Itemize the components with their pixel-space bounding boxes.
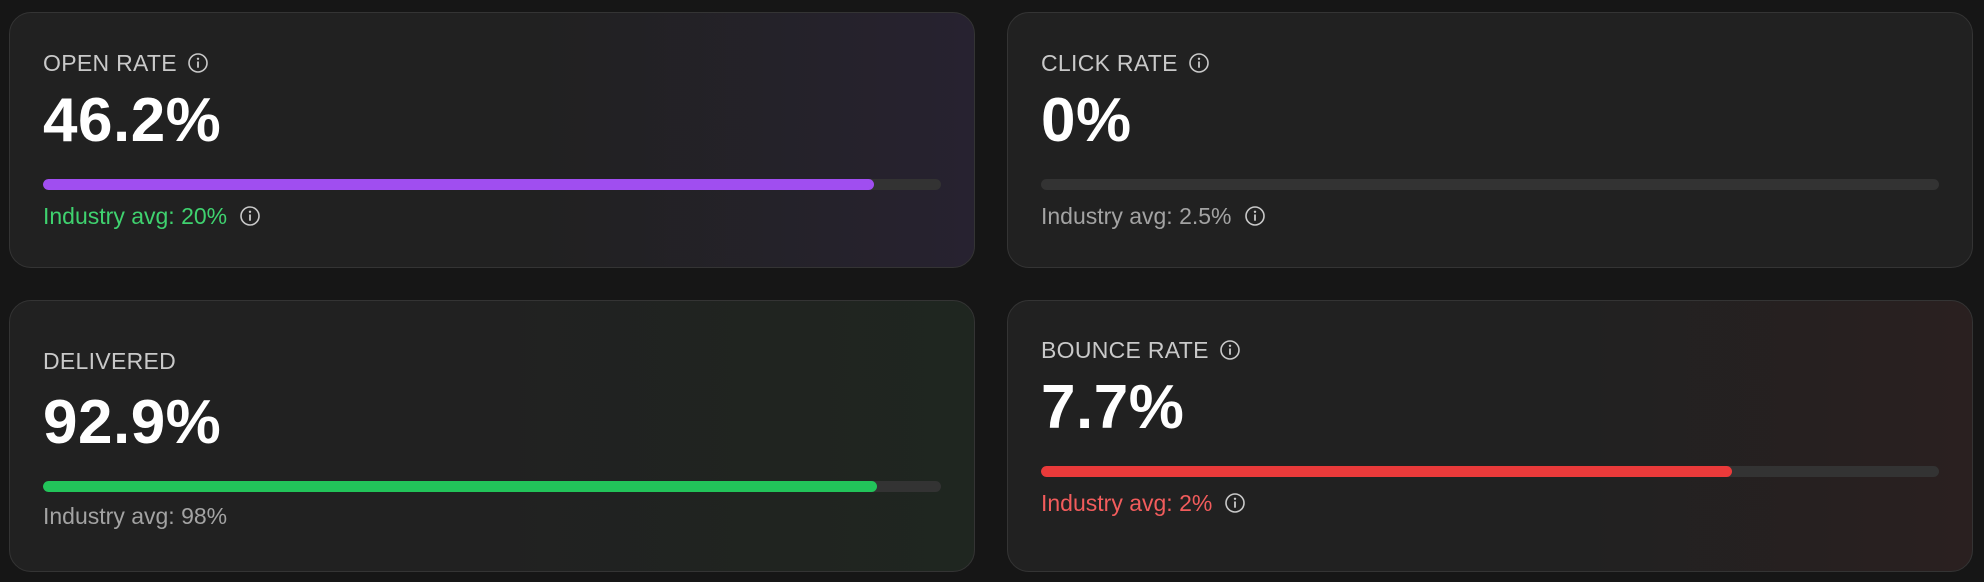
info-icon[interactable]	[1244, 205, 1266, 227]
open-rate-value: 46.2%	[43, 86, 222, 155]
open-rate-progress-fill	[43, 179, 874, 190]
click-rate-card: CLICK RATE 0% Industry avg: 2.5%	[1007, 12, 1973, 268]
click-rate-value: 0%	[1041, 86, 1132, 155]
info-icon[interactable]	[1224, 492, 1246, 514]
delivered-progress-bar	[43, 481, 941, 492]
click-rate-progress-bar	[1041, 179, 1939, 190]
bounce-rate-card: BOUNCE RATE 7.7% Industry avg: 2%	[1007, 300, 1973, 572]
bounce-rate-progress-bar	[1041, 466, 1939, 477]
delivered-industry-avg-text: Industry avg: 98%	[43, 502, 228, 529]
info-icon[interactable]	[1188, 52, 1210, 74]
delivered-progress-fill	[43, 481, 878, 492]
info-icon[interactable]	[1219, 339, 1241, 361]
click-rate-label-row: CLICK RATE	[1041, 48, 1939, 78]
bounce-rate-industry-avg: Industry avg: 2%	[1041, 488, 1939, 518]
open-rate-card: OPEN RATE 46.2% Industry avg: 20%	[9, 12, 975, 268]
info-icon[interactable]	[239, 205, 261, 227]
bounce-rate-label: BOUNCE RATE	[1041, 336, 1209, 363]
open-rate-industry-avg: Industry avg: 20%	[43, 201, 941, 231]
bounce-rate-progress-fill	[1041, 466, 1733, 477]
open-rate-progress-bar	[43, 179, 941, 190]
delivered-label: DELIVERED	[43, 347, 177, 374]
bounce-rate-industry-avg-text: Industry avg: 2%	[1041, 489, 1213, 516]
bounce-rate-label-row: BOUNCE RATE	[1041, 335, 1939, 365]
open-rate-label-row: OPEN RATE	[43, 48, 941, 78]
click-rate-industry-avg-text: Industry avg: 2.5%	[1041, 202, 1232, 229]
info-icon[interactable]	[187, 52, 209, 74]
delivered-label-row: DELIVERED	[43, 346, 941, 376]
open-rate-label: OPEN RATE	[43, 49, 177, 76]
delivered-card: DELIVERED 92.9% Industry avg: 98%	[9, 300, 975, 572]
delivered-industry-avg: Industry avg: 98%	[43, 501, 941, 531]
delivered-value: 92.9%	[43, 388, 222, 457]
bounce-rate-value: 7.7%	[1041, 373, 1185, 442]
click-rate-industry-avg: Industry avg: 2.5%	[1041, 201, 1939, 231]
open-rate-industry-avg-text: Industry avg: 20%	[43, 202, 228, 229]
click-rate-label: CLICK RATE	[1041, 49, 1178, 76]
